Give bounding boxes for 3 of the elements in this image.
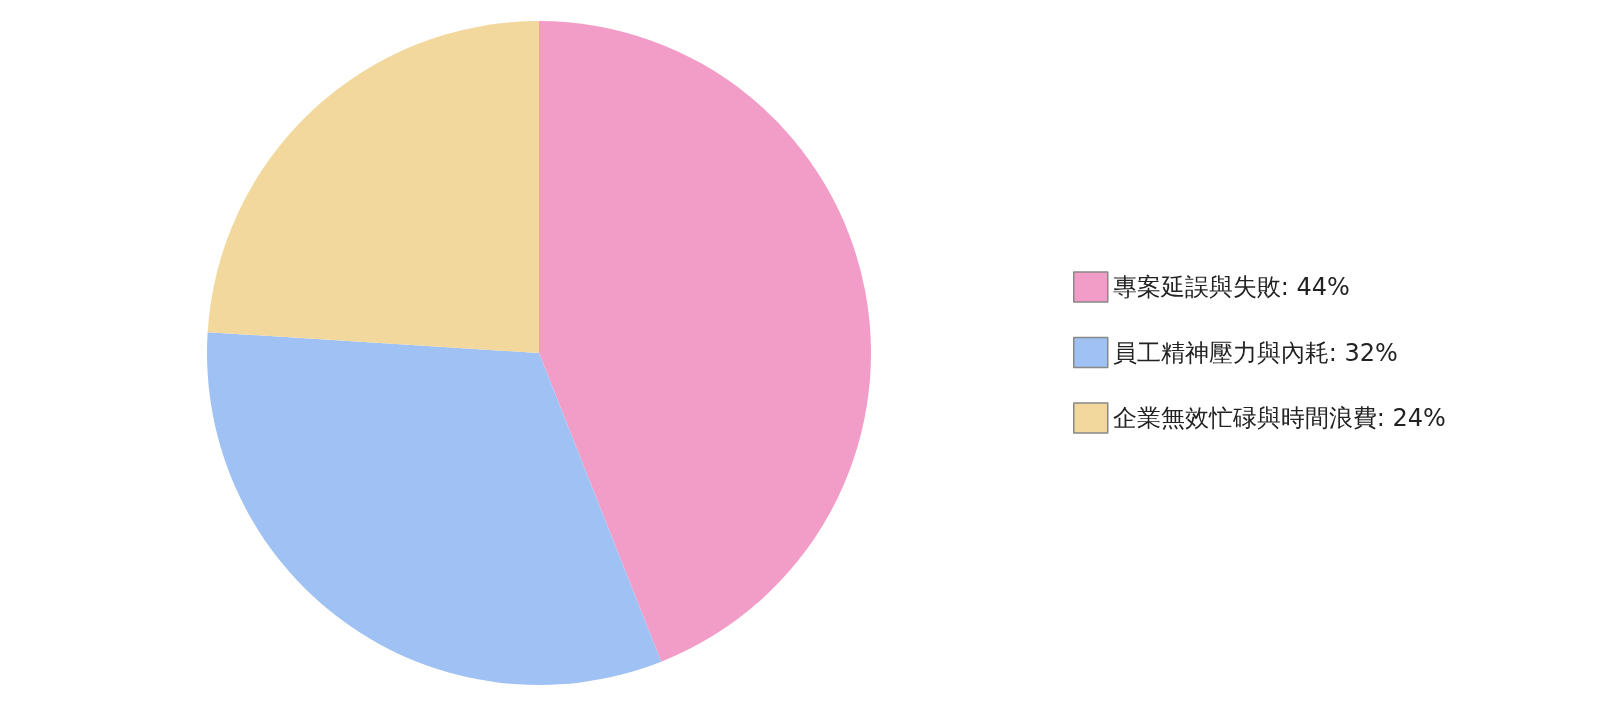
- legend-label: 員工精神壓力與內耗: 32%: [1112, 338, 1398, 367]
- legend-label: 企業無效忙碌與時間浪費: 24%: [1112, 404, 1446, 432]
- legend-label: 專案延誤與失敗: 44%: [1112, 273, 1350, 301]
